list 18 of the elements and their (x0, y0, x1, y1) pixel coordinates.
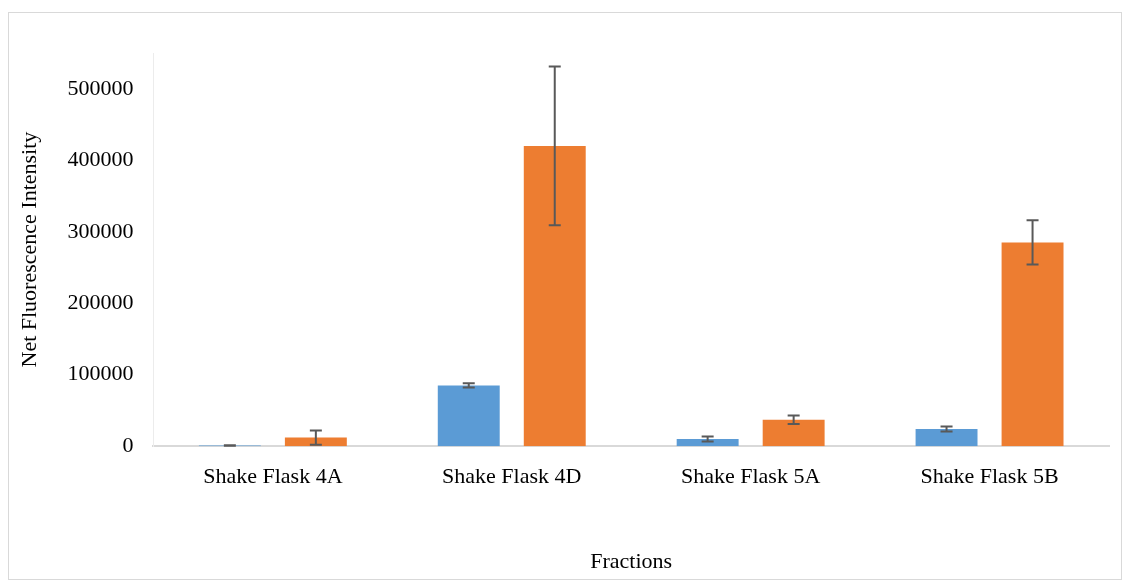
bar (437, 385, 500, 447)
x-tick-label: Shake Flask 4A (203, 463, 343, 489)
y-tick-label: 100000 (67, 360, 134, 386)
x-axis-title: Fractions (590, 547, 673, 573)
bar (762, 419, 825, 447)
bar (915, 429, 978, 447)
y-tick-label: 500000 (67, 74, 134, 100)
x-tick-label: Shake Flask 4D (442, 463, 582, 489)
y-axis-title: Net Fluorescence Intensity (15, 131, 41, 368)
bar (676, 439, 739, 447)
y-tick-label: 0 (122, 431, 134, 457)
y-tick-label: 300000 (67, 217, 134, 243)
y-tick-label: 200000 (67, 289, 134, 314)
y-tick-label: 400000 (67, 146, 134, 172)
x-tick-label: Shake Flask 5B (920, 463, 1059, 489)
bar (523, 145, 586, 447)
bar (1001, 242, 1064, 447)
x-tick-label: Shake Flask 5A (680, 463, 821, 489)
